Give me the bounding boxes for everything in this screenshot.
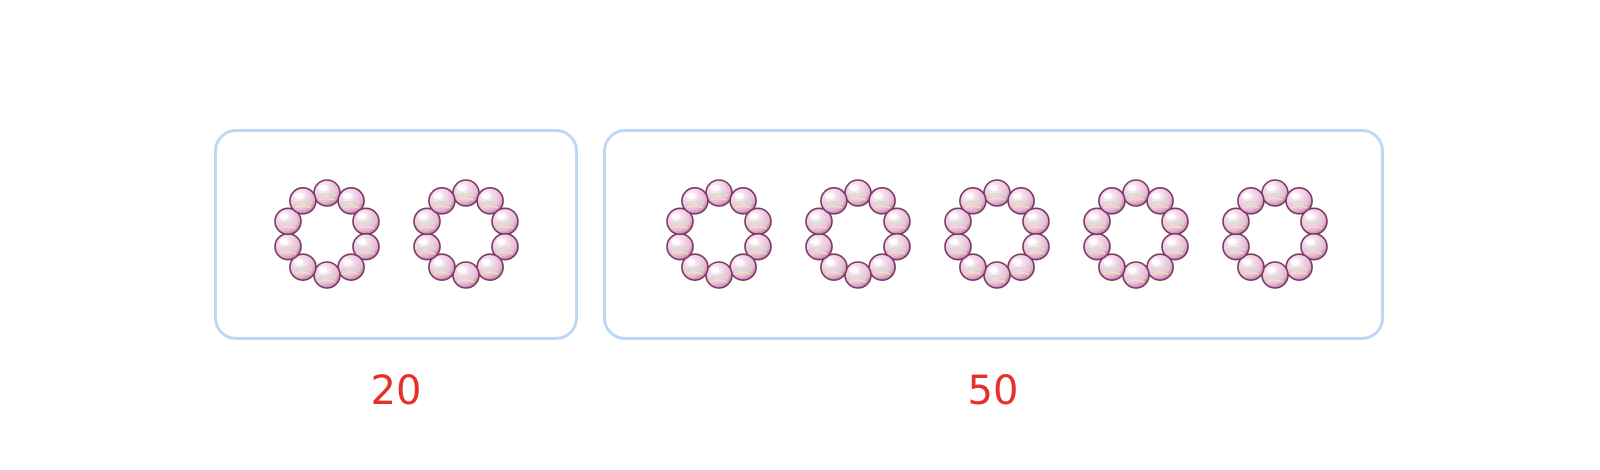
pearl-bead-icon [452,179,480,207]
pearl-bead-icon [959,253,987,281]
pearl-bead-icon [1237,253,1265,281]
pearl-bead-icon [1083,232,1111,261]
pearl-bead-icon [337,253,365,281]
pearl-bead-icon [1083,207,1111,236]
pearl-bead-icon [1222,207,1250,236]
pearl-bead-icon [274,232,302,261]
bead-ring-icon [274,179,380,289]
pearl-bead-icon [476,253,504,281]
pearl-bead-icon [476,187,504,215]
pearl-bead-icon [1098,253,1126,281]
pearl-bead-icon [681,187,709,215]
group-label-fifty: 50 [967,368,1019,414]
bead-ring-icon [944,179,1050,289]
pearl-bead-icon [744,207,772,236]
bead-ring-icon [1222,179,1328,289]
pearl-bead-icon [491,232,519,261]
pearl-bead-icon [428,187,456,215]
pearl-bead-icon [274,207,302,236]
bead-rings-group-twenty [274,179,519,289]
pearl-bead-icon [289,253,317,281]
pearl-bead-icon [1146,253,1174,281]
pearl-bead-icon [1222,232,1250,261]
pearl-bead-icon [1022,207,1050,236]
bead-ring-icon [1083,179,1189,289]
pearl-bead-icon [705,261,733,289]
pearl-bead-icon [805,207,833,236]
pearl-bead-icon [883,207,911,236]
pearl-bead-icon [868,187,896,215]
pearl-bead-icon [428,253,456,281]
pearl-bead-icon [1261,179,1289,207]
pearl-bead-icon [413,207,441,236]
pearl-bead-icon [1098,187,1126,215]
group-box-fifty [603,129,1384,340]
pearl-bead-icon [729,187,757,215]
pearl-bead-icon [1161,207,1189,236]
pearl-bead-icon [352,232,380,261]
pearl-bead-icon [1300,207,1328,236]
pearl-bead-icon [666,207,694,236]
pearl-bead-icon [413,232,441,261]
pearl-bead-icon [313,179,341,207]
bead-ring-icon [805,179,911,289]
group-label-twenty: 20 [370,368,422,414]
pearl-bead-icon [681,253,709,281]
pearl-bead-icon [452,261,480,289]
pearl-bead-icon [820,253,848,281]
pearl-bead-icon [983,179,1011,207]
pearl-bead-icon [337,187,365,215]
pearl-bead-icon [1146,187,1174,215]
pearl-bead-icon [1161,232,1189,261]
pearl-bead-icon [883,232,911,261]
pearl-bead-icon [1122,261,1150,289]
pearl-bead-icon [844,179,872,207]
pearl-bead-icon [805,232,833,261]
pearl-bead-icon [666,232,694,261]
pearl-bead-icon [1285,187,1313,215]
pearl-bead-icon [1007,253,1035,281]
pearl-bead-icon [944,232,972,261]
pearl-bead-icon [705,179,733,207]
pearl-bead-icon [1022,232,1050,261]
pearl-bead-icon [959,187,987,215]
pearl-bead-icon [1300,232,1328,261]
bead-ring-icon [666,179,772,289]
pearl-bead-icon [1007,187,1035,215]
pearl-bead-icon [729,253,757,281]
pearl-bead-icon [491,207,519,236]
pearl-bead-icon [844,261,872,289]
pearl-bead-icon [983,261,1011,289]
pearl-bead-icon [944,207,972,236]
pearl-bead-icon [820,187,848,215]
pearl-bead-icon [289,187,317,215]
pearl-bead-icon [313,261,341,289]
pearl-bead-icon [1261,261,1289,289]
pearl-bead-icon [1122,179,1150,207]
pearl-bead-icon [868,253,896,281]
bead-rings-group-fifty [666,179,1328,289]
group-box-twenty [214,129,578,340]
pearl-bead-icon [744,232,772,261]
pearl-bead-icon [1237,187,1265,215]
pearl-bead-icon [352,207,380,236]
bead-ring-icon [413,179,519,289]
pearl-bead-icon [1285,253,1313,281]
